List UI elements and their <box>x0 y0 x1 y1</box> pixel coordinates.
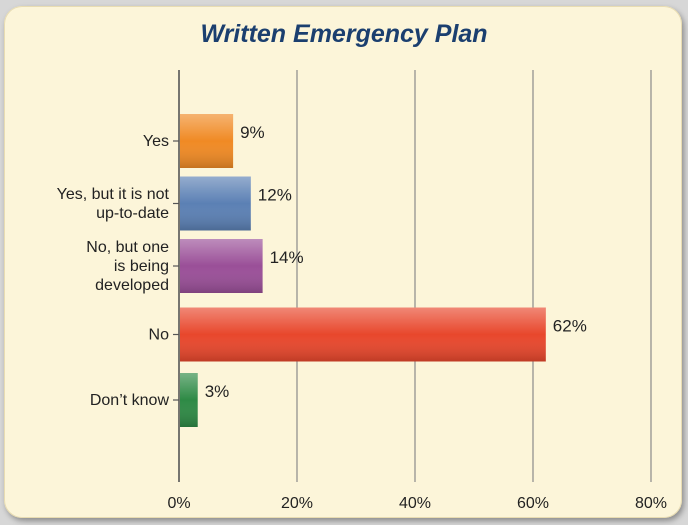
category-label: Yes <box>143 133 169 150</box>
category-label: is being <box>114 258 169 275</box>
value-label: 12% <box>258 186 292 205</box>
category-label: Yes, but it is not <box>57 186 170 203</box>
value-label: 9% <box>240 123 265 142</box>
value-label: 62% <box>553 317 587 336</box>
value-label: 3% <box>205 382 230 401</box>
category-label: No, but one <box>86 239 169 256</box>
bar-shade-1 <box>180 177 251 231</box>
x-tick-label: 40% <box>399 495 431 512</box>
value-label: 14% <box>270 248 304 267</box>
x-tick-label: 80% <box>635 495 667 512</box>
bar-shade-4 <box>180 373 198 427</box>
bars <box>180 114 546 427</box>
category-label: up-to-date <box>96 205 169 222</box>
x-tick-label: 20% <box>281 495 313 512</box>
category-label: No <box>149 327 170 344</box>
bar-shade-3 <box>180 308 546 362</box>
x-tick-label: 0% <box>167 495 190 512</box>
bar-shade-2 <box>180 239 263 293</box>
bar-shade-0 <box>180 114 233 168</box>
category-label: developed <box>95 277 169 294</box>
x-tick-label: 60% <box>517 495 549 512</box>
category-label: Don’t know <box>90 392 170 409</box>
